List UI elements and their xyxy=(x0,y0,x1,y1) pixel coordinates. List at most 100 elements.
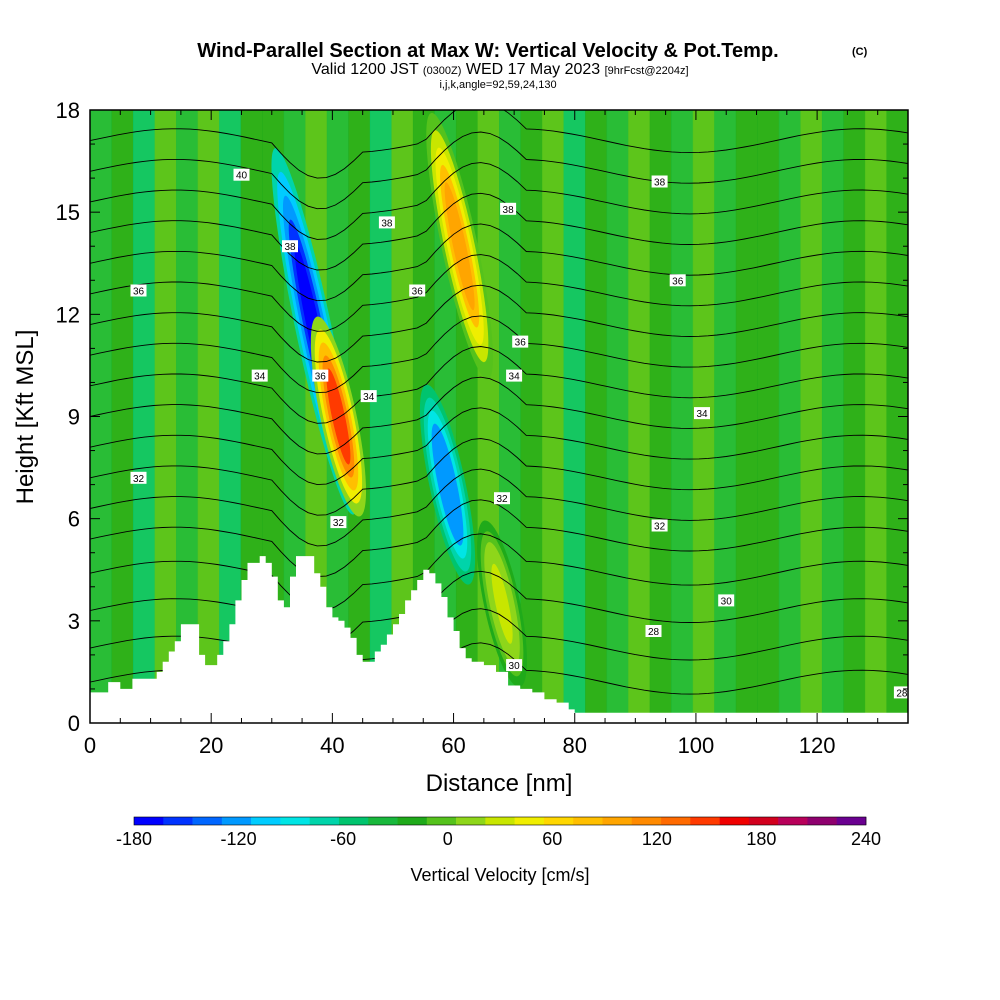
theta-label-text: 38 xyxy=(503,205,515,216)
velocity-band xyxy=(628,110,651,723)
theta-label-text: 32 xyxy=(654,522,666,533)
colorbar-segment xyxy=(778,817,808,825)
theta-label: 28 xyxy=(645,625,662,638)
colorbar-tick-label: 0 xyxy=(443,829,453,849)
theta-label: 34 xyxy=(694,407,710,420)
x-tick-label: 60 xyxy=(441,733,465,758)
theta-contour-line xyxy=(90,284,908,363)
colorbar-tick-label: 120 xyxy=(642,829,672,849)
theta-label-text: 36 xyxy=(672,276,684,287)
colorbar-segment xyxy=(426,817,457,825)
velocity-band xyxy=(886,110,908,723)
terrain-mask xyxy=(90,556,908,723)
theta-label-text: 32 xyxy=(133,474,145,485)
theta-contours xyxy=(90,110,908,721)
theta-contour-line xyxy=(90,438,908,516)
theta-contour-labels: 40 38 38 38 38 36 36 36 36 36 34 34 34 34 32 32 32 32 30 28… xyxy=(130,168,908,699)
theta-label-text: 34 xyxy=(509,372,521,383)
theta-label-text: 30 xyxy=(721,596,733,607)
velocity-band xyxy=(800,110,823,723)
colorbar-segment xyxy=(807,817,838,825)
colorbar-tick-label: 60 xyxy=(542,829,562,849)
theta-label-bg xyxy=(330,516,347,529)
colorbar-segment xyxy=(368,817,398,825)
theta-label: 38 xyxy=(651,175,668,189)
theta-contour-line xyxy=(90,468,908,547)
velocity-band xyxy=(778,110,801,723)
theta-label: 32 xyxy=(130,471,147,485)
y-tick-label: 6 xyxy=(68,507,80,532)
theta-contour-line xyxy=(90,407,908,486)
theta-contour-line xyxy=(90,376,908,455)
theta-contour-line xyxy=(90,131,908,210)
colorbar-segment xyxy=(748,817,779,825)
theta-label: 32 xyxy=(494,492,510,505)
theta-label-bg xyxy=(312,369,329,382)
y-tick-label: 12 xyxy=(56,302,80,327)
y-tick-label: 3 xyxy=(68,609,80,634)
velocity-band xyxy=(843,110,866,723)
chart-title-mark: (C) xyxy=(852,46,868,58)
x-tick-label: 100 xyxy=(678,733,715,758)
theta-contour-line xyxy=(90,499,908,577)
x-tick-label: 80 xyxy=(562,733,586,758)
theta-label-bg xyxy=(512,335,529,348)
colorbar-tick-label: 180 xyxy=(746,829,776,849)
colorbar-segment xyxy=(602,817,633,825)
colorbar-segment xyxy=(280,817,310,825)
theta-label-bg xyxy=(718,594,735,607)
theta-label: 30 xyxy=(718,594,735,607)
colorbar-segment xyxy=(192,817,223,825)
chart-subtitle: Valid 1200 JST (0300Z) WED 17 May 2023 [… xyxy=(311,61,688,78)
colorbar-label: Vertical Velocity [cm/s] xyxy=(410,865,589,885)
colorbar-segment xyxy=(573,817,603,825)
velocity-band xyxy=(563,110,586,723)
colorbar-tick-label: -180 xyxy=(116,829,152,849)
velocity-band xyxy=(735,110,758,723)
theta-contour-line xyxy=(90,570,908,649)
theta-label: 32 xyxy=(330,516,347,529)
colorbar-segment xyxy=(309,817,340,825)
theta-label: 40 xyxy=(233,168,250,182)
plot-area: 40 38 38 38 38 36 36 36 36 36 34 34 34 34 32 32 32 32 30 28… xyxy=(90,110,908,723)
velocity-band xyxy=(864,110,887,723)
velocity-band xyxy=(111,110,134,723)
y-tick-label: 9 xyxy=(68,405,80,430)
velocity-band xyxy=(649,110,672,723)
theta-label-text: 28 xyxy=(648,627,660,638)
y-tick-label: 18 xyxy=(56,98,80,123)
colorbar-tick-label: 240 xyxy=(851,829,881,849)
colorbar-segment xyxy=(456,817,486,825)
subtitle-fcst: [9hrFcst@2204z] xyxy=(605,65,689,77)
velocity-band xyxy=(176,110,199,723)
theta-contour-line xyxy=(90,110,908,179)
x-tick-label: 40 xyxy=(320,733,344,758)
theta-contour-line xyxy=(90,346,908,424)
velocity-band xyxy=(219,110,242,723)
theta-label-text: 36 xyxy=(515,338,527,349)
colorbar-segment xyxy=(485,817,515,825)
velocity-band xyxy=(542,110,565,723)
velocity-core xyxy=(444,182,475,311)
theta-label-text: 36 xyxy=(315,372,327,383)
velocity-field xyxy=(90,110,908,723)
theta-label: 36 xyxy=(512,335,529,349)
theta-contour-line xyxy=(90,533,908,612)
theta-label-text: 32 xyxy=(333,518,345,529)
theta-label-bg xyxy=(233,168,250,181)
colorbar-segment xyxy=(221,817,252,825)
theta-label-bg xyxy=(360,390,377,403)
y-axis-label: Height [Kft MSL] xyxy=(12,330,39,505)
theta-label-text: 34 xyxy=(254,372,266,383)
subtitle-utc: (0300Z) xyxy=(423,65,462,77)
theta-label-text: 28 xyxy=(896,688,908,699)
subtitle-date: WED 17 May 2023 xyxy=(466,61,600,78)
colorbar-segment xyxy=(251,817,281,825)
colorbar-tick-label: -120 xyxy=(221,829,257,849)
colorbar-segment xyxy=(163,817,193,825)
colorbar-frame xyxy=(133,816,867,826)
theta-label-bg xyxy=(409,284,426,297)
theta-label-text: 40 xyxy=(236,171,248,182)
